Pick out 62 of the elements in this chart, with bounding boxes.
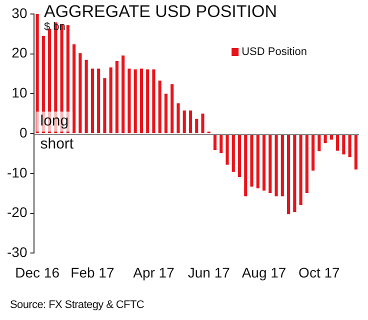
bar [170, 84, 174, 134]
bar [158, 80, 162, 134]
bar [220, 134, 223, 154]
bar [274, 134, 278, 196]
bar [268, 134, 272, 193]
bar [342, 134, 346, 154]
y-tick-label: 10 [12, 84, 28, 101]
bar [293, 134, 296, 212]
y-tick-label: 30 [12, 4, 28, 21]
bar [318, 134, 321, 152]
annotation: long [40, 112, 69, 130]
x-tick-label: Jun 17 [188, 264, 230, 280]
bar [72, 44, 76, 134]
bar [84, 60, 88, 134]
bar [97, 68, 100, 134]
bar [182, 110, 186, 134]
bar [78, 53, 82, 134]
y-tick-label: -30 [7, 244, 28, 260]
bar [134, 69, 137, 134]
bar [287, 134, 290, 214]
y-tick-label: -20 [7, 204, 28, 220]
bar [226, 134, 229, 165]
source-note: Source: FX Strategy & CFTC [10, 299, 144, 311]
bar [232, 134, 235, 172]
bar [250, 134, 254, 187]
chart-title: AGGREGATE USD POSITION [44, 2, 277, 22]
bar [109, 67, 112, 134]
bar [213, 134, 217, 150]
y-tick-label: 0 [19, 124, 28, 140]
bar [354, 134, 358, 170]
bar [140, 68, 144, 134]
x-tick-label: Aug 17 [242, 264, 286, 280]
bar [122, 55, 125, 134]
bar [305, 134, 308, 193]
bar [152, 69, 156, 134]
bar [336, 134, 340, 151]
bar [280, 134, 284, 196]
bar [201, 114, 204, 134]
x-tick-label: Apr 17 [133, 264, 175, 280]
y-tick-label: 20 [12, 44, 28, 61]
bar [164, 94, 168, 134]
bar [195, 118, 198, 134]
bar [238, 134, 242, 178]
bar [256, 134, 260, 188]
bar [312, 134, 315, 171]
bar [103, 78, 106, 134]
bar [348, 134, 352, 158]
bar [146, 69, 150, 134]
bar [299, 134, 302, 205]
legend-label: USD Position [242, 46, 308, 58]
bar [262, 134, 266, 191]
bar [176, 103, 180, 134]
x-tick-label: Dec 16 [15, 264, 60, 280]
bar [115, 61, 118, 134]
bar [188, 110, 192, 134]
bar [90, 68, 94, 134]
bar [244, 134, 248, 196]
x-tick-label: Oct 17 [298, 264, 340, 280]
y-tick-label: -10 [7, 164, 28, 180]
annotation: short [40, 136, 74, 153]
bar [128, 68, 131, 134]
x-tick-label: Feb 17 [70, 264, 114, 280]
